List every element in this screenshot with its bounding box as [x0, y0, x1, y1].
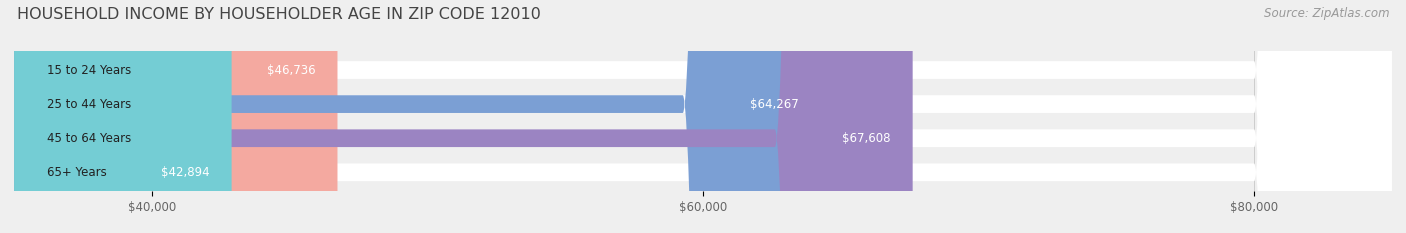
- Text: $67,608: $67,608: [842, 132, 890, 145]
- FancyBboxPatch shape: [14, 0, 1392, 233]
- Text: 45 to 64 Years: 45 to 64 Years: [48, 132, 131, 145]
- Text: 15 to 24 Years: 15 to 24 Years: [48, 64, 131, 76]
- Text: $42,894: $42,894: [160, 166, 209, 179]
- FancyBboxPatch shape: [14, 0, 232, 233]
- FancyBboxPatch shape: [14, 0, 1392, 233]
- Text: HOUSEHOLD INCOME BY HOUSEHOLDER AGE IN ZIP CODE 12010: HOUSEHOLD INCOME BY HOUSEHOLDER AGE IN Z…: [17, 7, 541, 22]
- FancyBboxPatch shape: [14, 0, 1392, 233]
- FancyBboxPatch shape: [14, 0, 821, 233]
- Text: 65+ Years: 65+ Years: [48, 166, 107, 179]
- FancyBboxPatch shape: [14, 0, 912, 233]
- FancyBboxPatch shape: [14, 0, 337, 233]
- Text: $64,267: $64,267: [749, 98, 799, 111]
- Text: $46,736: $46,736: [267, 64, 315, 76]
- Text: Source: ZipAtlas.com: Source: ZipAtlas.com: [1264, 7, 1389, 20]
- Text: 25 to 44 Years: 25 to 44 Years: [48, 98, 131, 111]
- FancyBboxPatch shape: [14, 0, 1392, 233]
